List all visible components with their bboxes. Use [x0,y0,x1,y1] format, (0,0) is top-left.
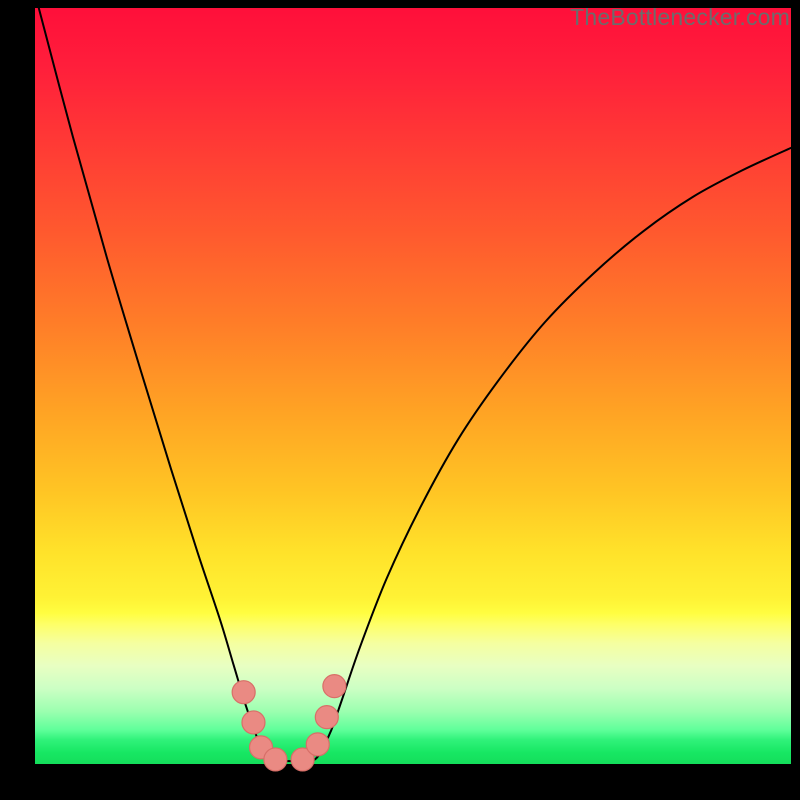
marker-point [264,748,287,771]
marker-point [323,675,346,698]
marker-point [315,706,338,729]
curve-markers [232,675,346,771]
curve-layer [35,8,791,764]
watermark-text: TheBottlenecker.com [570,4,790,31]
marker-point [242,711,265,734]
v-curve [39,8,791,761]
plot-area [35,8,791,764]
marker-point [306,733,329,756]
marker-point [232,681,255,704]
